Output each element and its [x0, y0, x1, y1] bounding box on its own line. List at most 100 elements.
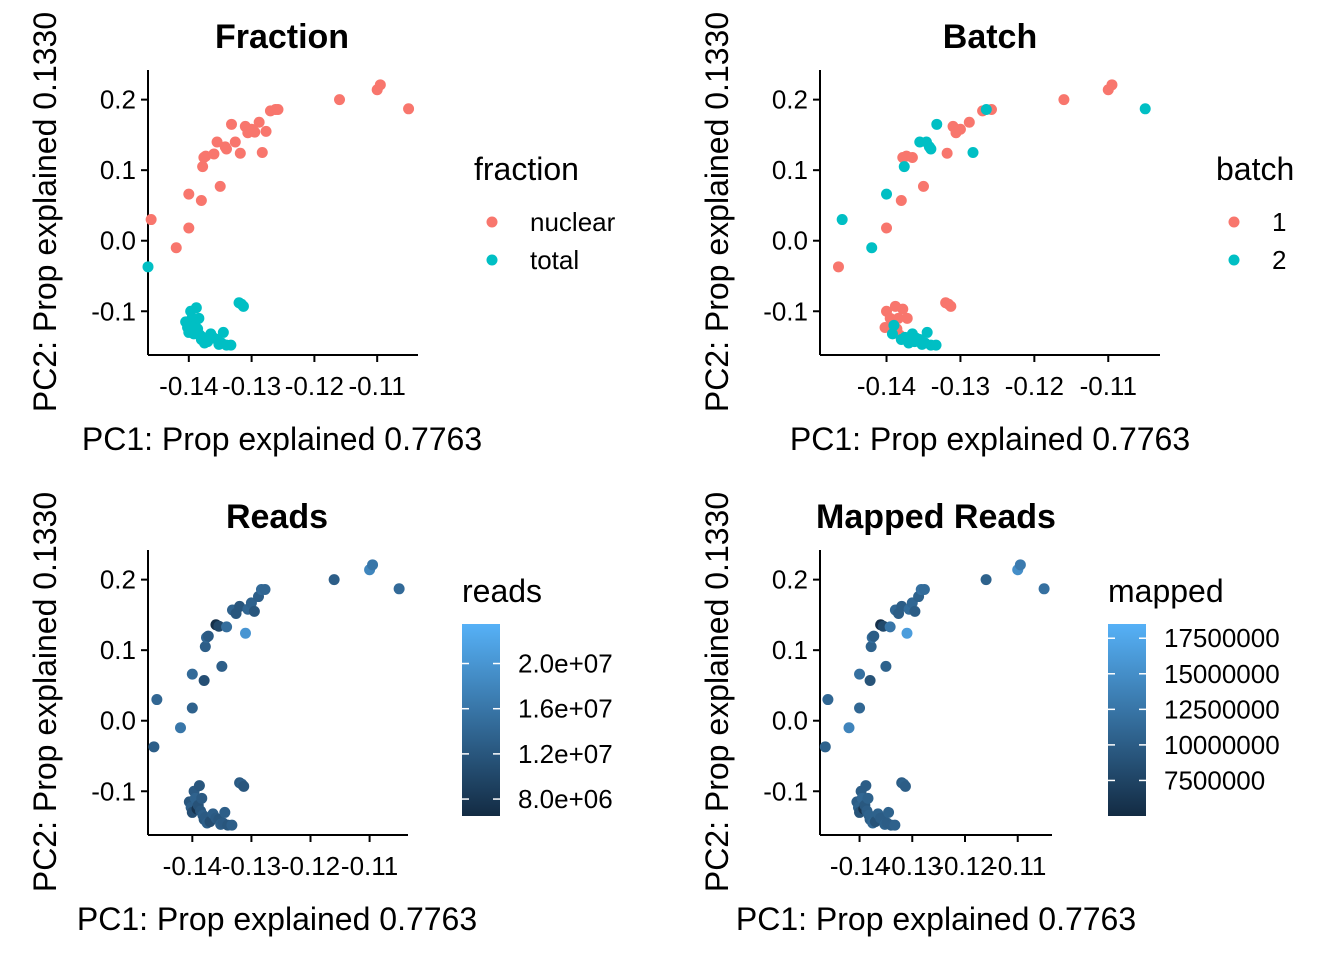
data-point [918, 584, 930, 596]
data-point [864, 675, 876, 687]
data-point-1 [945, 300, 957, 312]
y-tick-label: 0.0 [772, 226, 808, 256]
y-tick-label: 0.2 [772, 565, 808, 595]
data-point-nuclear [403, 103, 415, 115]
data-point [901, 627, 913, 639]
data-point-2 [930, 339, 942, 351]
data-point-1 [917, 180, 929, 192]
legend-title: fraction [474, 151, 579, 187]
legend-label: 1 [1272, 207, 1286, 237]
data-point-nuclear [170, 242, 182, 254]
data-point [860, 780, 872, 792]
data-point-total [142, 261, 154, 273]
data-point [865, 641, 877, 653]
data-point-2 [931, 118, 943, 130]
data-point [328, 574, 340, 586]
data-point [884, 621, 896, 633]
data-point [367, 559, 379, 571]
colorbar-label: 2.0e+07 [518, 649, 613, 679]
x-axis-label: PC1: Prop explained 0.7763 [77, 901, 477, 937]
data-point-nuclear [226, 118, 238, 130]
x-axis-label: PC1: Prop explained 0.7763 [790, 421, 1190, 457]
panel-title: Reads [226, 498, 328, 536]
data-point [822, 694, 834, 706]
colorbar-label: 8.0e+06 [518, 784, 613, 814]
panel-mapped-reads: Mapped Reads 0.2 0.1 0.0 -0.1 -0.14-0.13-0.12… [699, 492, 1280, 937]
y-tick-label: -0.1 [91, 296, 136, 326]
data-point-total [237, 300, 249, 312]
data-point-1 [895, 195, 907, 207]
data-point-2 [925, 143, 937, 155]
y-tick-label: 0.2 [772, 85, 808, 115]
data-point-nuclear [183, 222, 195, 234]
data-point-1 [832, 261, 844, 273]
data-point [393, 583, 405, 595]
data-point [248, 605, 260, 617]
data-point [148, 741, 160, 753]
colorbar-label: 10000000 [1164, 730, 1280, 760]
data-point [198, 675, 210, 687]
data-point [238, 780, 250, 792]
data-point-1 [963, 116, 975, 128]
data-point [909, 605, 921, 617]
data-point [240, 627, 251, 639]
data-point-nuclear [195, 195, 207, 207]
y-tick-label: 0.1 [772, 155, 808, 185]
data-point [219, 806, 231, 818]
data-point [1014, 559, 1026, 571]
y-axis-label: PC2: Prop explained 0.1330 [699, 12, 735, 412]
x-tick-label: -0.11 [989, 851, 1046, 881]
data-point [202, 630, 214, 642]
colorbar-label: 7500000 [1164, 765, 1265, 795]
panel-reads: Reads 0.2 0.1 0.0 -0.1 -0.14 -0.13 -0.12 -0.11 PC… [27, 492, 613, 937]
data-point [175, 722, 186, 734]
data-point-nuclear [214, 180, 226, 192]
colorbar-label: 1.2e+07 [518, 739, 613, 769]
legend-key [486, 216, 498, 228]
legend-title: batch [1216, 151, 1294, 187]
data-point-1 [1106, 79, 1118, 91]
x-tick-label: -0.12 [935, 851, 994, 881]
panel-fraction: Fraction 0.2 0.1 0.0 -0.1 -0.14 -0.13 -0.12 -0.1… [27, 12, 616, 457]
y-tick-label: -0.1 [91, 776, 136, 806]
data-point-1 [881, 222, 893, 234]
data-point [196, 792, 208, 804]
data-point [843, 722, 855, 734]
x-axis-label: PC1: Prop explained 0.7763 [82, 421, 482, 457]
data-point [245, 597, 257, 609]
data-point-1 [906, 151, 918, 163]
data-point [151, 694, 163, 706]
data-point [980, 574, 992, 586]
y-tick-label: 0.2 [100, 565, 136, 595]
data-point-nuclear [197, 161, 209, 173]
data-point-2 [866, 242, 878, 254]
legend-label: total [530, 245, 579, 275]
data-point-1 [954, 123, 966, 135]
data-point-nuclear [260, 125, 272, 137]
data-point-1 [941, 147, 953, 159]
data-point [883, 806, 895, 818]
data-point-total [193, 312, 205, 324]
colorbar-label: 17500000 [1164, 623, 1280, 653]
data-point [854, 668, 866, 680]
data-point-total [225, 339, 237, 351]
x-tick-label: -0.11 [1080, 371, 1137, 401]
panel-title: Batch [943, 18, 1037, 56]
data-point-nuclear [374, 79, 386, 91]
data-point-total [217, 326, 229, 338]
x-tick-label: -0.12 [1005, 371, 1064, 401]
data-point-nuclear [220, 143, 232, 155]
legend-title: reads [462, 573, 542, 609]
y-axis-label: PC2: Prop explained 0.1330 [27, 492, 63, 892]
colorbar-label: 12500000 [1164, 694, 1280, 724]
legend-title: mapped [1108, 573, 1224, 609]
y-tick-label: -0.1 [763, 776, 808, 806]
data-point [221, 621, 233, 633]
legend-label: nuclear [530, 207, 616, 237]
colorbar-label: 1.6e+07 [518, 694, 613, 724]
y-tick-label: 0.0 [772, 706, 808, 736]
data-point-1 [901, 312, 913, 324]
data-point-2 [836, 214, 848, 226]
data-point [199, 641, 211, 653]
